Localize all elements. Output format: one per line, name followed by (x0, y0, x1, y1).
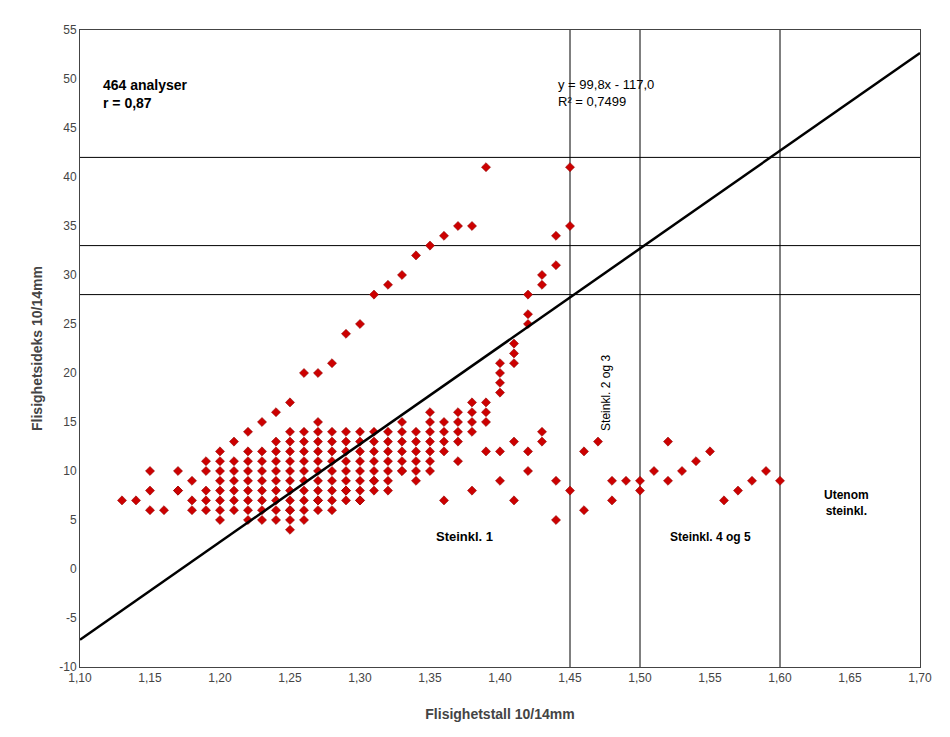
svg-text:-5: -5 (66, 611, 77, 625)
svg-text:5: 5 (70, 513, 77, 527)
svg-text:20: 20 (63, 366, 77, 380)
svg-text:45: 45 (63, 121, 77, 135)
svg-text:1,45: 1,45 (558, 671, 582, 685)
svg-text:30: 30 (63, 268, 77, 282)
svg-text:35: 35 (63, 219, 77, 233)
svg-text:Steinkl. 2 og 3: Steinkl. 2 og 3 (599, 355, 613, 431)
svg-text:Flisighetstall 10/14mm: Flisighetstall 10/14mm (425, 706, 574, 722)
svg-text:0: 0 (70, 562, 77, 576)
svg-text:50: 50 (63, 72, 77, 86)
svg-text:10: 10 (63, 464, 77, 478)
svg-text:1,70: 1,70 (908, 671, 932, 685)
svg-text:-10: -10 (59, 660, 77, 674)
svg-text:1,50: 1,50 (628, 671, 652, 685)
svg-text:Steinkl. 4 og 5: Steinkl. 4 og 5 (670, 530, 751, 544)
svg-text:1,60: 1,60 (768, 671, 792, 685)
svg-text:15: 15 (63, 415, 77, 429)
svg-text:y = 99,8x - 117,0R² = 0,7499: y = 99,8x - 117,0R² = 0,7499 (558, 77, 654, 109)
svg-text:464 analyserr = 0,87: 464 analyserr = 0,87 (103, 77, 188, 111)
svg-text:1,30: 1,30 (348, 671, 372, 685)
svg-text:1,15: 1,15 (138, 671, 162, 685)
svg-text:1,40: 1,40 (488, 671, 512, 685)
svg-text:55: 55 (63, 23, 77, 37)
svg-text:Steinkl. 1: Steinkl. 1 (436, 529, 493, 544)
svg-text:1,55: 1,55 (698, 671, 722, 685)
svg-text:1,65: 1,65 (838, 671, 862, 685)
svg-text:1,20: 1,20 (208, 671, 232, 685)
svg-text:1,25: 1,25 (278, 671, 302, 685)
svg-text:25: 25 (63, 317, 77, 331)
svg-text:40: 40 (63, 170, 77, 184)
svg-text:1,10: 1,10 (68, 671, 92, 685)
svg-text:1,35: 1,35 (418, 671, 442, 685)
svg-text:Flisighetsideks 10/14mm: Flisighetsideks 10/14mm (29, 266, 45, 431)
svg-text:Utenomsteinkl.: Utenomsteinkl. (824, 488, 869, 518)
